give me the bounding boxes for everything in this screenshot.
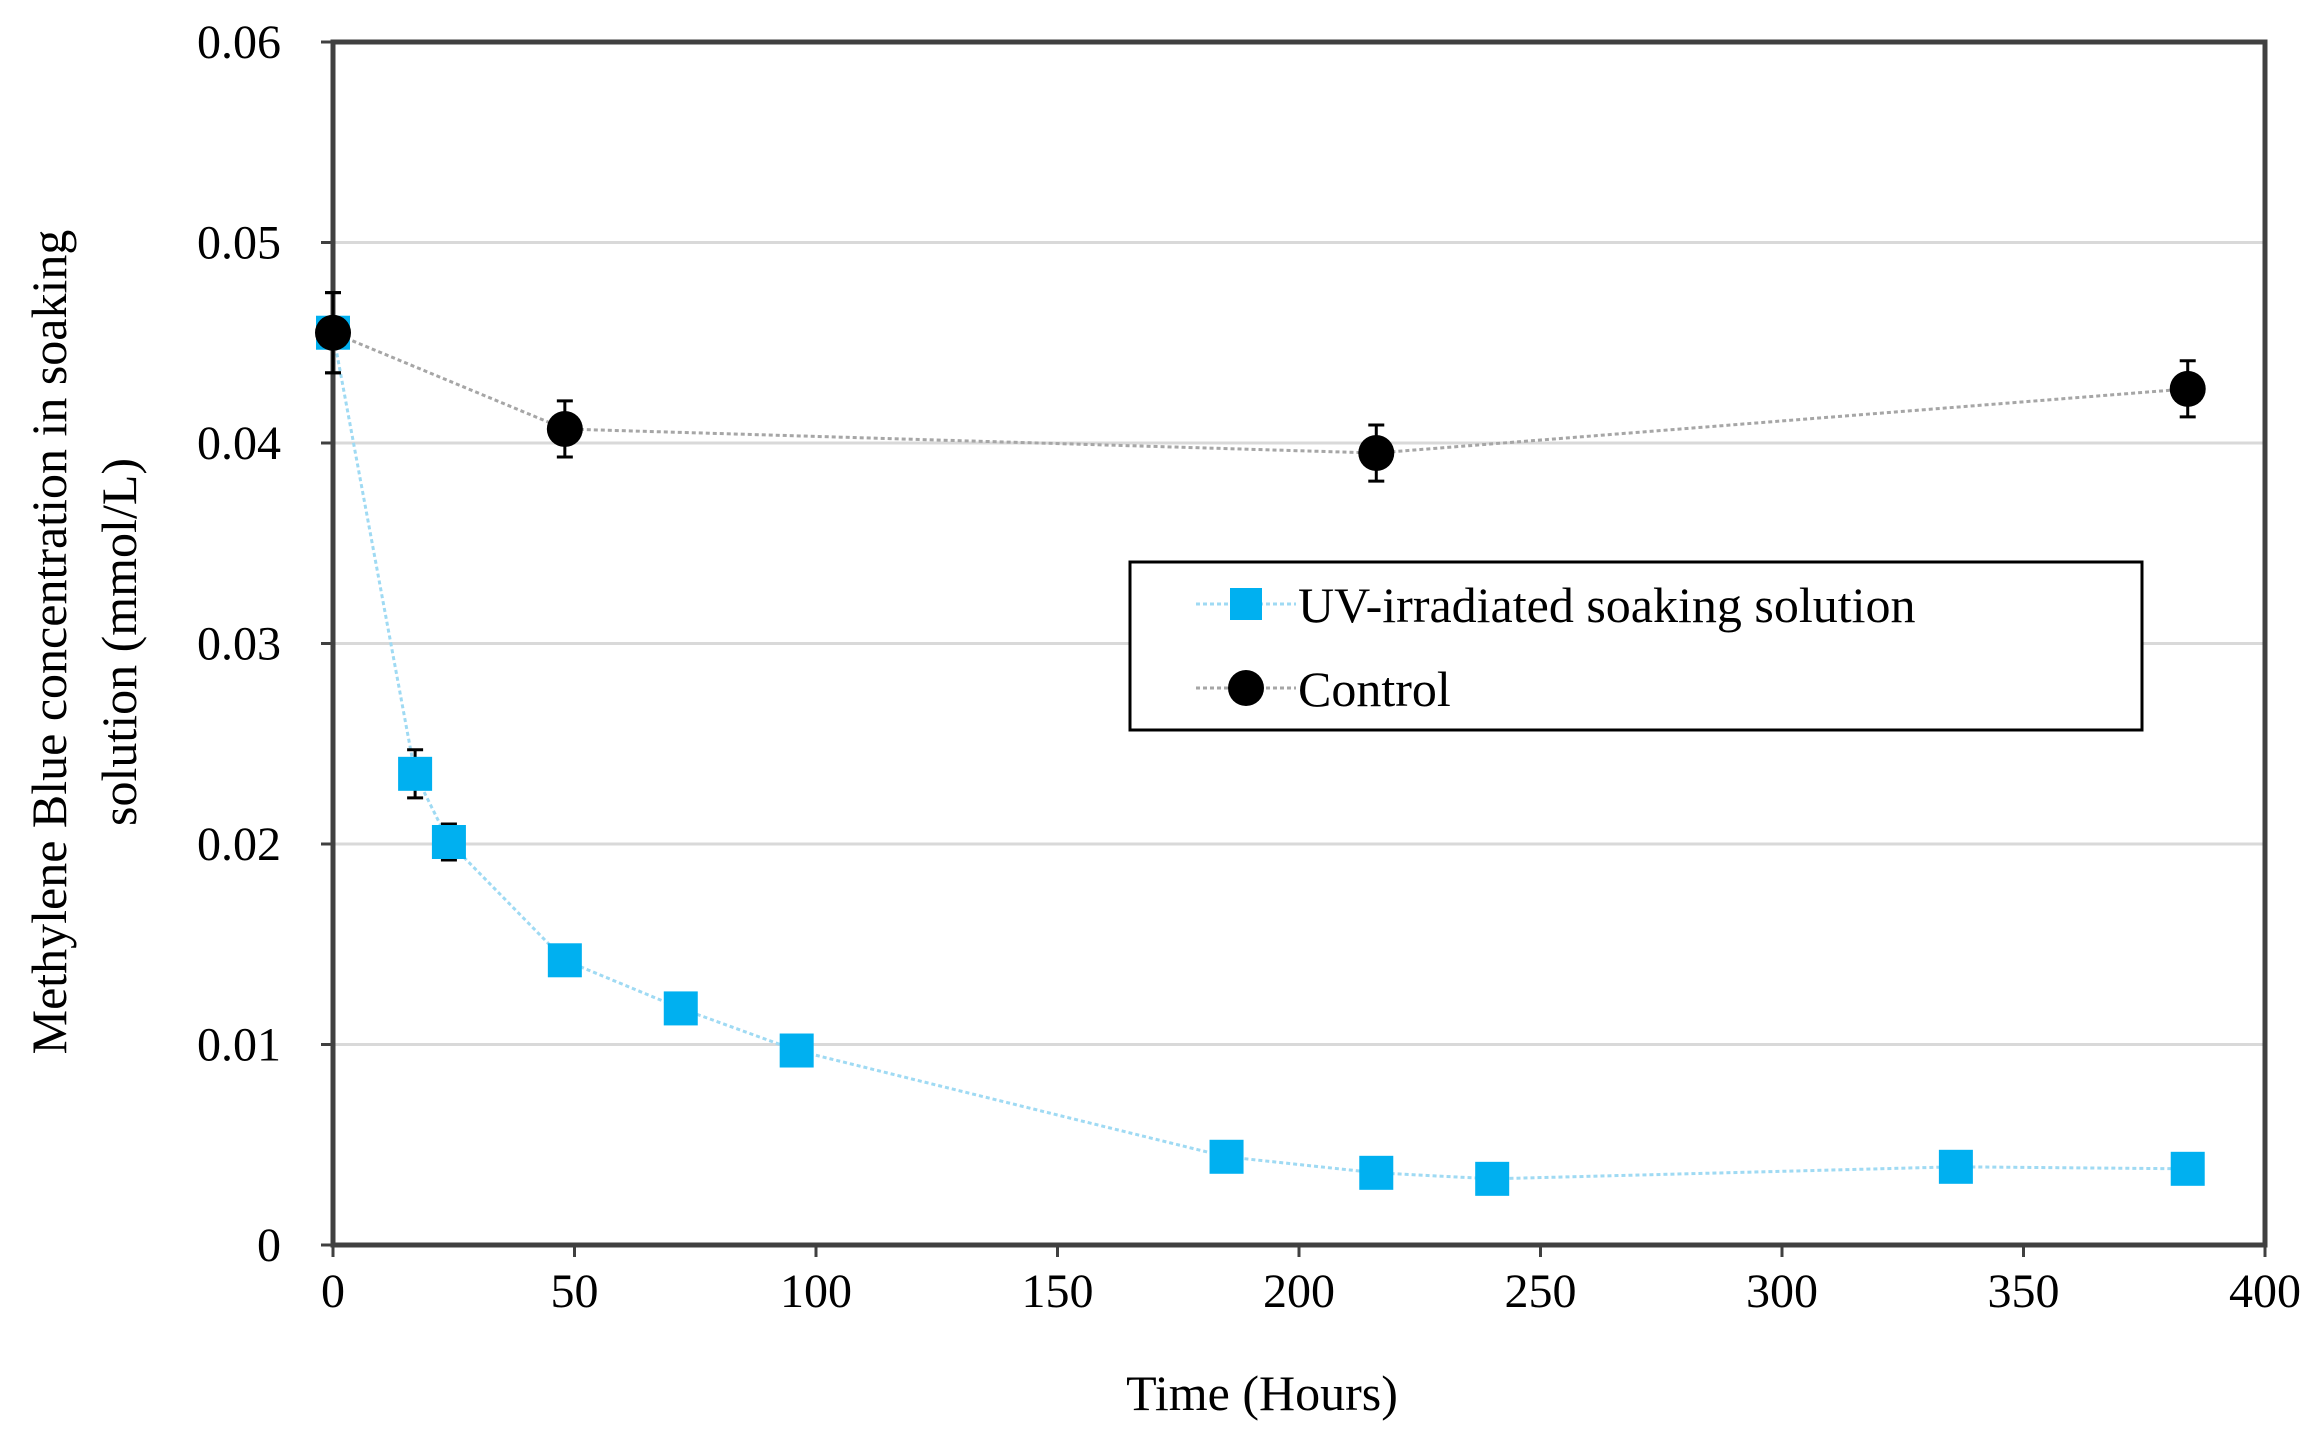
- uv-data-point: [663, 991, 698, 1026]
- x-tick-label: 250: [1505, 1265, 1577, 1318]
- legend-uv-label: UV-irradiated soaking solution: [1298, 577, 1916, 633]
- x-tick-label: 0: [321, 1265, 345, 1318]
- legend-box: [1128, 560, 2144, 732]
- y-tick-label: 0.06: [197, 16, 281, 69]
- uv-data-point: [398, 756, 433, 791]
- uv-data-point: [1209, 1139, 1244, 1174]
- x-tick-label: 200: [1263, 1265, 1335, 1318]
- y-axis-title: Methylene Blue concentration in soaking …: [21, 230, 147, 1055]
- y-tick-label: 0.04: [197, 417, 281, 470]
- y-axis: 0 0.01 0.02 0.03 0.04 0.05 0.06: [197, 16, 333, 1272]
- y-tick-label: 0: [257, 1219, 281, 1272]
- y-axis-title-line-2: solution (mmol/L): [91, 458, 147, 826]
- legend-uv-marker: [1230, 588, 1262, 620]
- uv-data-point: [779, 1033, 814, 1068]
- control-data-point: [2169, 370, 2206, 407]
- x-tick-label: 100: [780, 1265, 852, 1318]
- legend-control-marker: [1228, 670, 1264, 706]
- legend-control-label: Control: [1298, 661, 1451, 717]
- uv-data-point: [431, 824, 466, 859]
- uv-data-point: [1359, 1155, 1394, 1190]
- y-tick-label: 0.03: [197, 618, 281, 671]
- series-layer: [315, 291, 2206, 1196]
- legend: UV-irradiated soaking solution Control: [1128, 560, 2144, 732]
- y-tick-label: 0.02: [197, 818, 281, 871]
- control-data-point: [546, 410, 583, 447]
- x-tick-label: 300: [1746, 1265, 1818, 1318]
- uv-data-point: [2170, 1151, 2205, 1186]
- y-tick-label: 0.05: [197, 217, 281, 270]
- y-tick-label: 0.01: [197, 1019, 281, 1072]
- control-data-point: [1358, 435, 1395, 472]
- uv-data-point: [1938, 1149, 1973, 1184]
- x-tick-label: 400: [2229, 1265, 2301, 1318]
- x-tick-label: 150: [1022, 1265, 1094, 1318]
- x-axis: 0 50 100 150 200 250 300 350 400: [321, 1245, 2301, 1318]
- y-axis-title-line-1: Methylene Blue concentration in soaking: [21, 230, 77, 1055]
- control-data-point: [315, 314, 351, 351]
- uv-data-point: [1475, 1161, 1510, 1196]
- series-control: [315, 291, 2206, 483]
- x-tick-label: 50: [551, 1265, 599, 1318]
- x-axis-title: Time (Hours): [1126, 1365, 1398, 1421]
- uv-data-point: [547, 943, 582, 978]
- x-tick-label: 350: [1988, 1265, 2060, 1318]
